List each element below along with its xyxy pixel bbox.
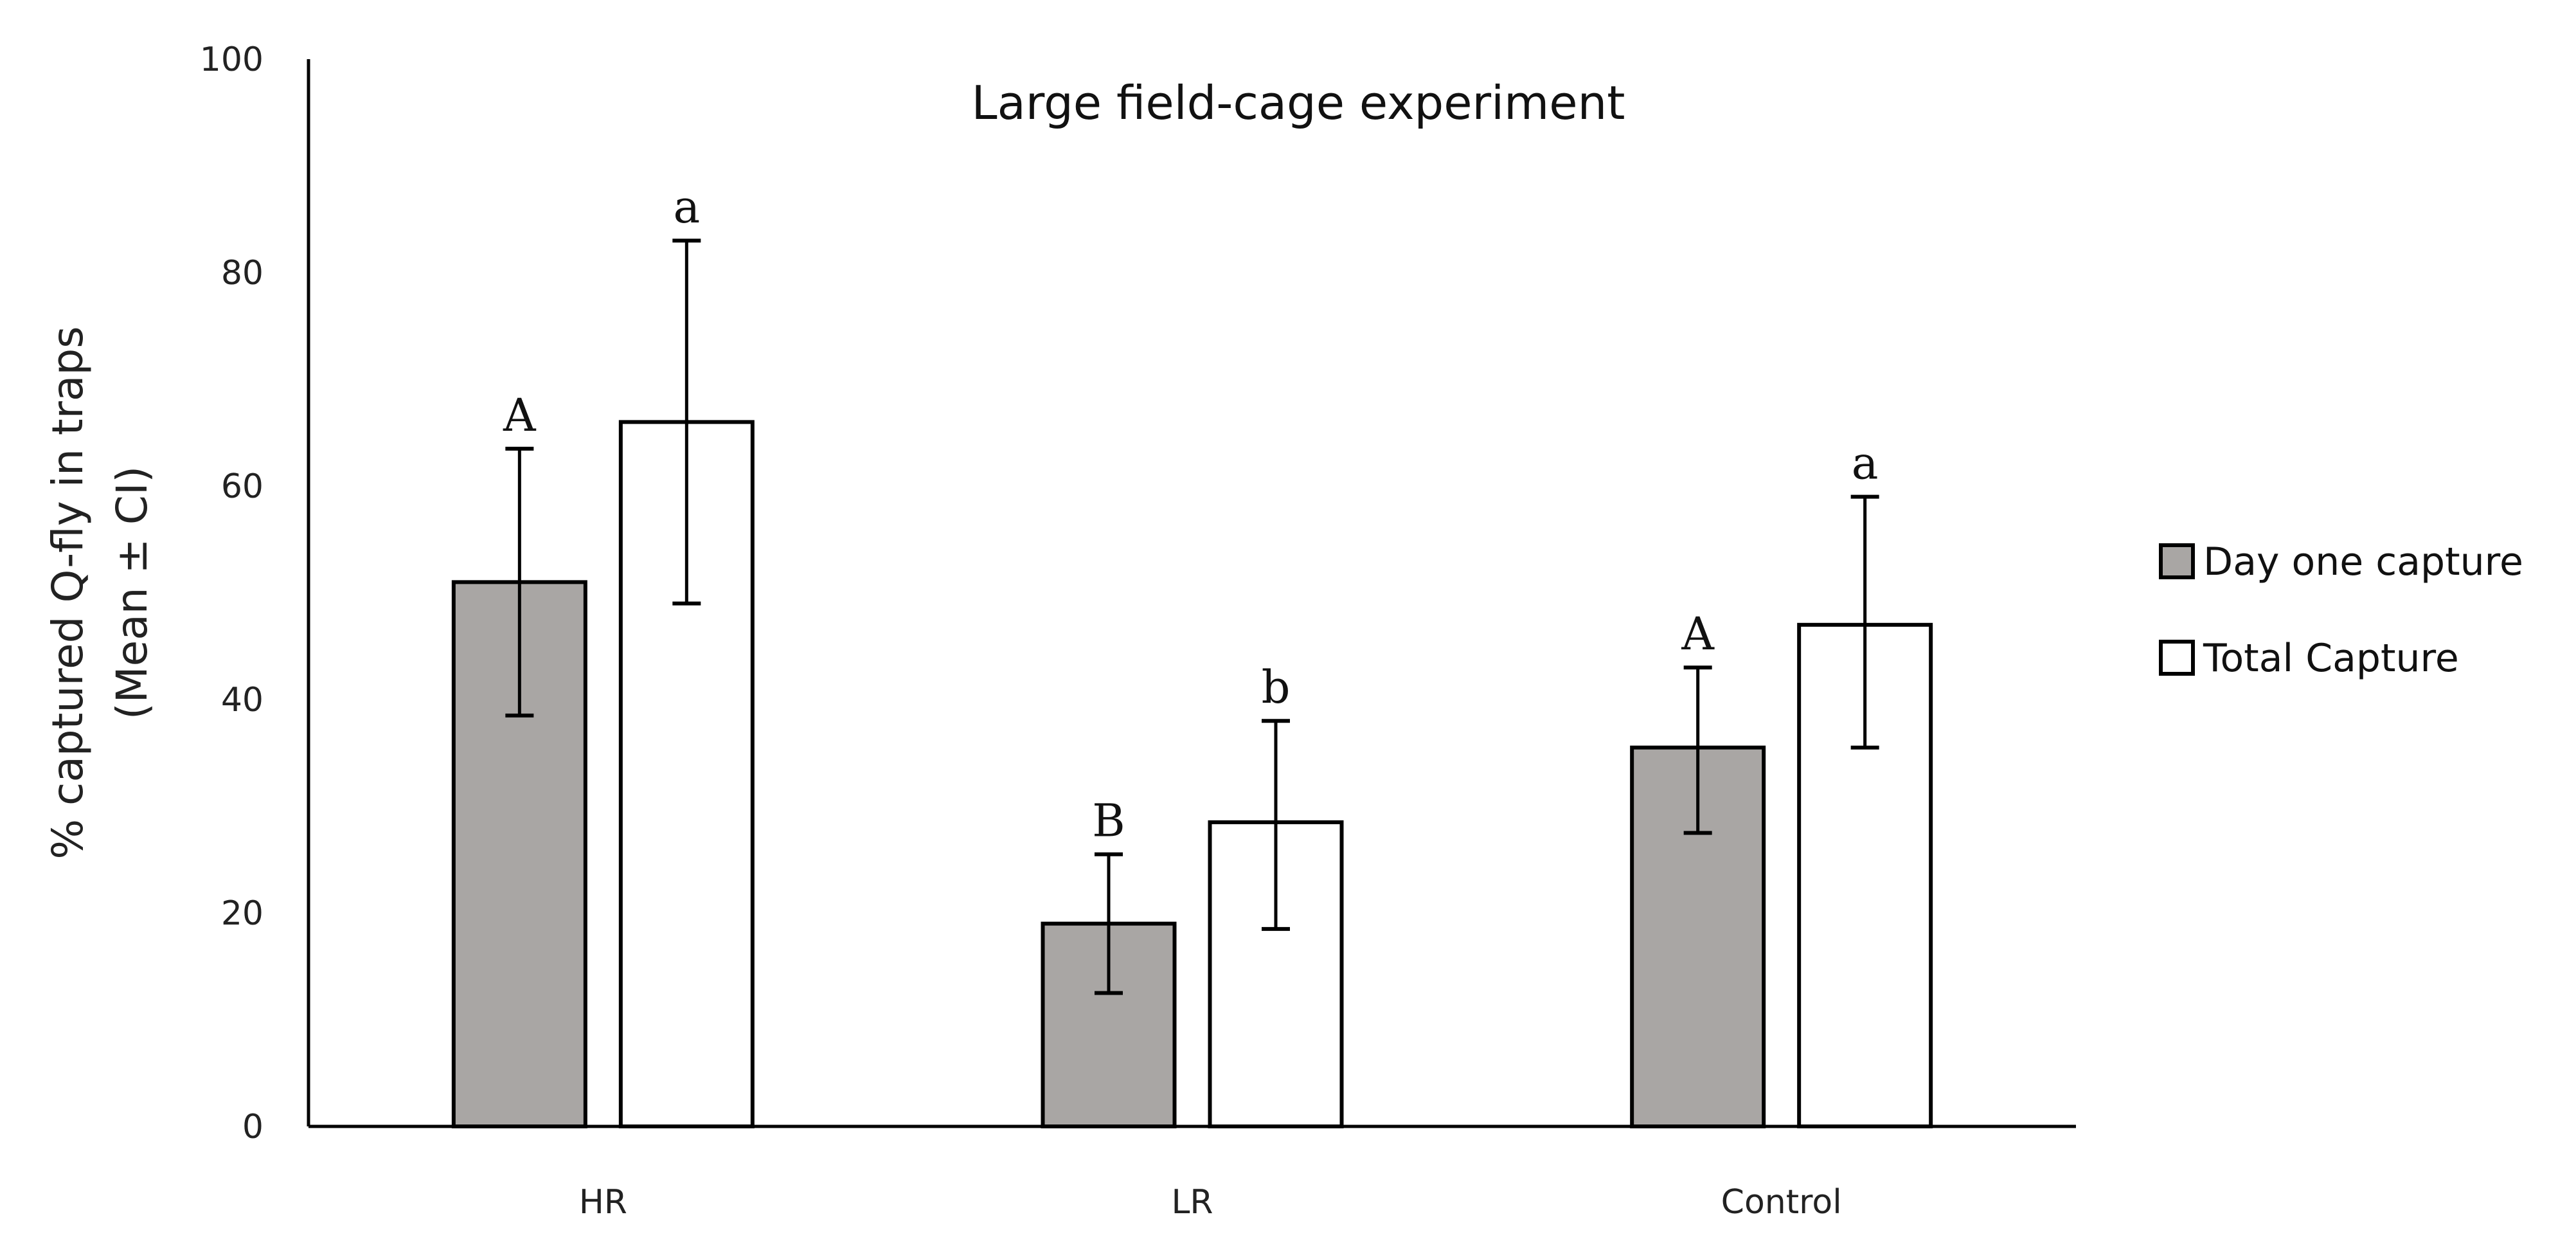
bars	[451, 420, 1933, 1129]
x-tick-label: Control	[1721, 1183, 1842, 1222]
legend-label: Day one capture	[2203, 539, 2523, 584]
y-tick-label: 0	[242, 1108, 264, 1146]
significance-labels: Aa Bb Aa	[503, 181, 1878, 847]
error-bars	[505, 239, 1879, 995]
axes: 0 20 40 60 80 100 HR LR Control	[200, 41, 2076, 1222]
y-tick-label: 100	[200, 41, 264, 79]
significance-label: b	[1262, 661, 1291, 714]
y-tick-label: 40	[221, 681, 264, 719]
significance-label: B	[1092, 795, 1125, 847]
legend-swatch	[2159, 543, 2195, 579]
y-axis-title-line: (Mean ± CI)	[107, 466, 157, 719]
significance-label: a	[673, 181, 700, 233]
y-tick-label: 20	[221, 894, 264, 933]
significance-label: A	[1681, 608, 1715, 660]
chart-title: Large field-cage experiment	[972, 76, 1625, 130]
significance-label: A	[503, 389, 537, 442]
x-tick-label: LR	[1171, 1183, 1213, 1222]
legend-swatch	[2159, 640, 2195, 676]
x-tick-label: HR	[579, 1183, 627, 1222]
y-axis-title-line: % captured Q-fly in traps	[43, 326, 93, 859]
significance-label: a	[1852, 437, 1879, 490]
y-axis-title: % captured Q-fly in traps (Mean ± CI)	[43, 326, 157, 859]
y-tick-label: 80	[221, 254, 264, 293]
legend: Day one capture Total Capture	[2159, 539, 2523, 681]
y-tick-label: 60	[221, 467, 264, 506]
legend-label: Total Capture	[2203, 636, 2459, 681]
